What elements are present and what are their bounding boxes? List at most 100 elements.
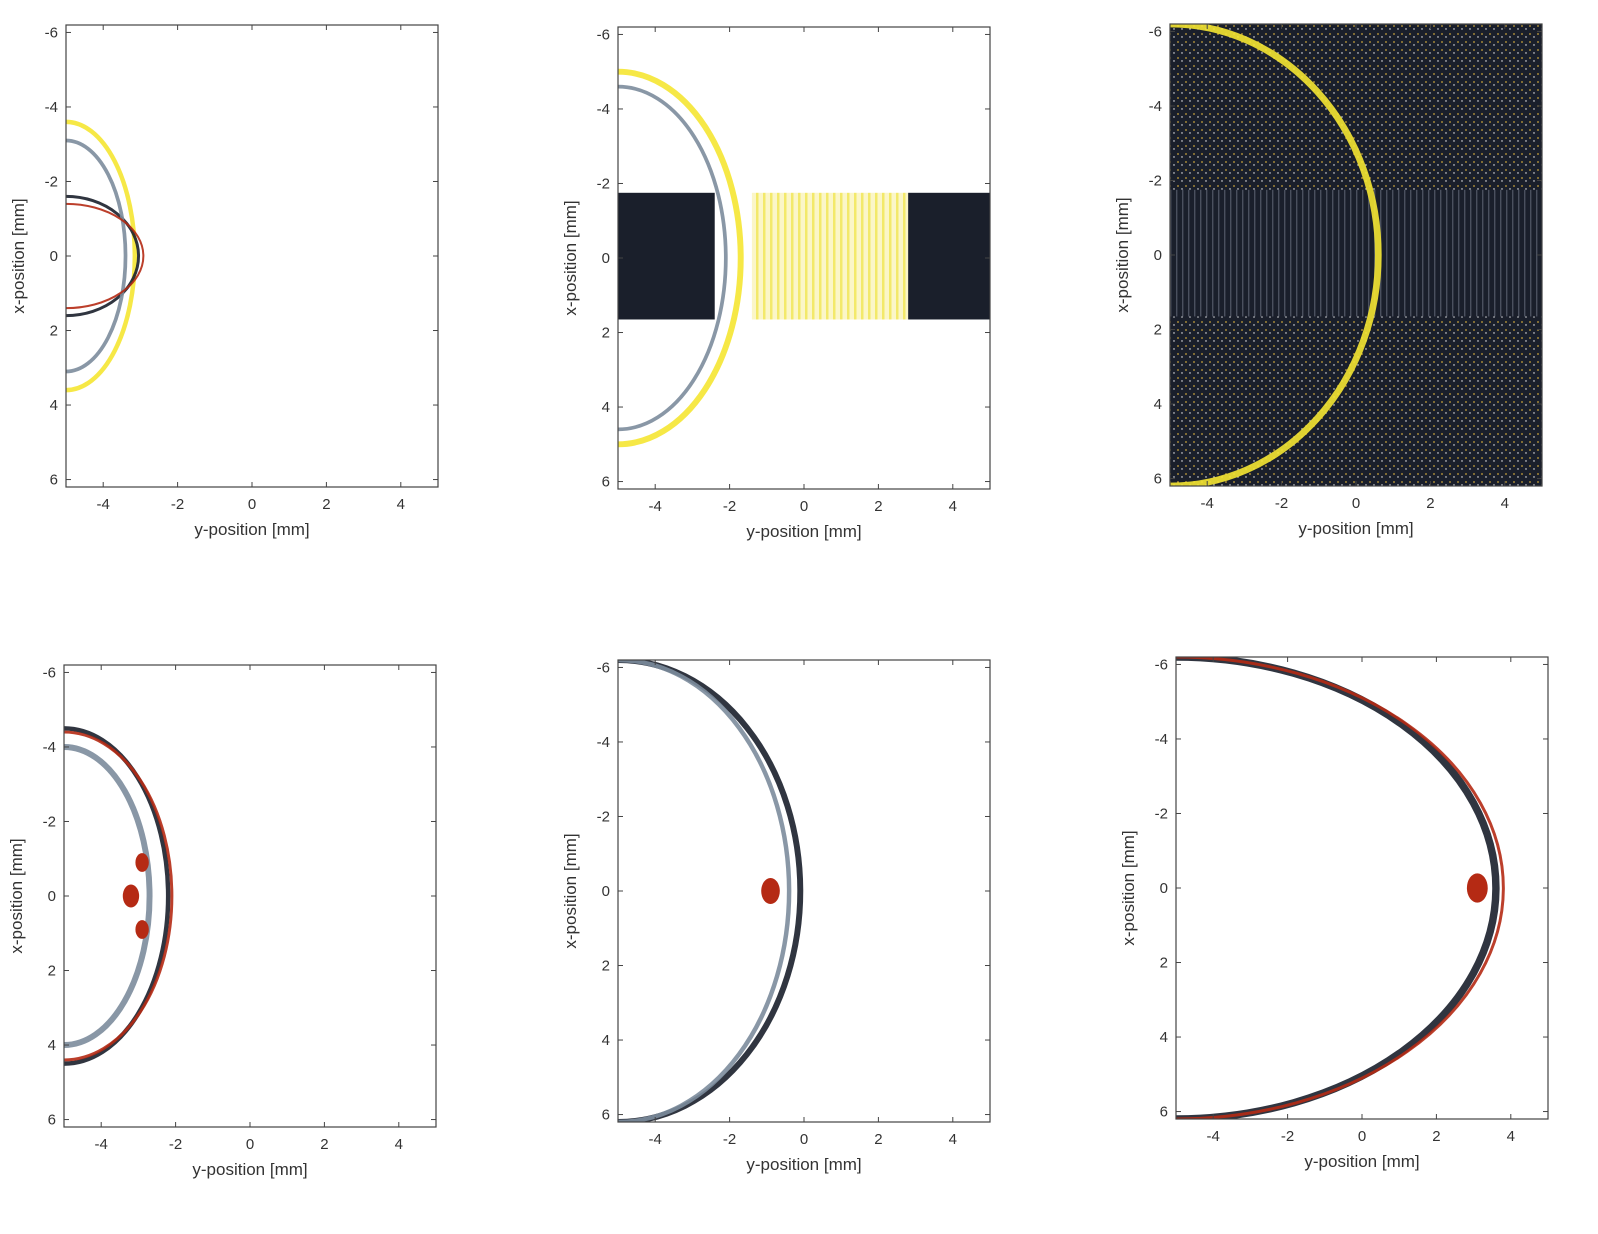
y-tick-label: -4: [1149, 98, 1162, 115]
y-tick-label: -2: [1155, 805, 1168, 822]
y-axis-label: x-position [mm]: [561, 200, 580, 315]
y-tick-label: -4: [45, 99, 58, 116]
y-tick-label: 6: [50, 472, 58, 489]
field-band: [618, 192, 715, 320]
y-tick-label: -6: [1149, 23, 1162, 40]
y-tick-label: 6: [602, 474, 610, 491]
x-tick-label: 4: [397, 496, 405, 513]
wavefront-arc: [66, 119, 138, 393]
x-tick-label: -2: [723, 498, 736, 515]
x-axis-label: y-position [mm]: [1304, 1152, 1419, 1171]
plot-area: [618, 660, 990, 1122]
x-tick-label: 0: [800, 1131, 808, 1148]
plot-background: [66, 25, 438, 487]
x-tick-label: 2: [874, 498, 882, 515]
plot-area: [1170, 24, 1542, 486]
y-tick-label: -6: [597, 659, 610, 676]
y-tick-label: 4: [48, 1037, 56, 1054]
x-tick-label: 2: [874, 1131, 882, 1148]
y-tick-label: 6: [1154, 471, 1162, 488]
y-tick-label: 2: [602, 325, 610, 342]
x-tick-label: -4: [649, 498, 662, 515]
y-tick-label: -2: [45, 173, 58, 190]
y-tick-label: 4: [602, 399, 610, 416]
y-tick-label: 2: [50, 323, 58, 340]
y-tick-label: -6: [597, 26, 610, 43]
wavefront-arc: [64, 730, 174, 1062]
hotspot: [135, 920, 149, 939]
x-tick-label: -4: [97, 496, 110, 513]
x-tick-label: -2: [1281, 1128, 1294, 1145]
field-band: [751, 192, 909, 320]
x-tick-label: -4: [1201, 495, 1214, 512]
y-tick-label: 6: [1160, 1104, 1168, 1121]
panel-top-right: -4 -2 0 2 4 -6 -4 -2 0 2 4 6 y-position [mm] x-positi…: [1113, 23, 1543, 538]
panel-bottom-left: -4 -2 0 2 4 -6 -4 -2 0 2 4 6 y-position [mm] x-positi…: [7, 664, 437, 1179]
y-tick-label: 4: [50, 397, 58, 414]
x-tick-label: 4: [1507, 1128, 1515, 1145]
x-axis-label: y-position [mm]: [746, 1155, 861, 1174]
x-tick-label: 0: [1352, 495, 1360, 512]
y-tick-label: -2: [597, 175, 610, 192]
x-tick-label: -2: [169, 1136, 182, 1153]
plot-background: [618, 660, 990, 1122]
y-tick-label: -4: [1155, 731, 1168, 748]
hotspot: [1466, 873, 1488, 903]
y-tick-label: 6: [602, 1107, 610, 1124]
y-tick-label: 2: [1160, 955, 1168, 972]
wavefront-arc: [1170, 24, 1382, 486]
x-tick-label: 0: [1358, 1128, 1366, 1145]
x-axis-label: y-position [mm]: [746, 522, 861, 541]
x-tick-label: -4: [649, 1131, 662, 1148]
x-tick-label: 0: [248, 496, 256, 513]
y-tick-label: 0: [50, 248, 58, 265]
y-tick-label: 0: [1160, 880, 1168, 897]
x-tick-label: 2: [1426, 495, 1434, 512]
wavefront-arc: [618, 660, 792, 1122]
wavefront-arc: [66, 202, 145, 310]
hotspot: [135, 853, 149, 872]
y-tick-label: 0: [48, 888, 56, 905]
y-tick-label: -2: [1149, 172, 1162, 189]
y-tick-label: 4: [1160, 1029, 1168, 1046]
wavefront-arc: [618, 660, 804, 1122]
y-tick-label: -2: [43, 813, 56, 830]
x-tick-label: -2: [723, 1131, 736, 1148]
wavefront-arc: [64, 743, 153, 1049]
y-tick-label: 0: [602, 883, 610, 900]
x-tick-label: -4: [95, 1136, 108, 1153]
wavefront-arc: [66, 194, 140, 318]
panel-bottom-middle: -4 -2 0 2 4 -6 -4 -2 0 2 4 6 y-position [mm] x-positi…: [561, 659, 991, 1174]
plot-area: [66, 25, 438, 487]
x-axis-label: y-position [mm]: [1298, 519, 1413, 538]
field-band: [908, 192, 990, 320]
y-axis-label: x-position [mm]: [7, 838, 26, 953]
y-tick-label: 2: [602, 958, 610, 975]
field-band: [1170, 189, 1542, 317]
y-tick-label: 6: [48, 1112, 56, 1129]
x-tick-label: 0: [246, 1136, 254, 1153]
hotspot: [761, 877, 780, 905]
y-tick-label: -6: [45, 24, 58, 41]
wavefront-arc: [66, 138, 128, 374]
wavefront-arc: [1176, 657, 1505, 1119]
y-tick-label: -6: [1155, 656, 1168, 673]
wavefront-arc: [618, 68, 744, 448]
y-tick-label: -4: [43, 739, 56, 756]
panel-bottom-right: -4 -2 0 2 4 -6 -4 -2 0 2 4 6 y-position [mm] x-positi…: [1119, 656, 1549, 1171]
x-tick-label: 2: [1432, 1128, 1440, 1145]
y-tick-label: 0: [1154, 247, 1162, 264]
x-tick-label: 4: [395, 1136, 403, 1153]
y-axis-label: x-position [mm]: [9, 198, 28, 313]
y-tick-label: -6: [43, 664, 56, 681]
x-tick-label: 4: [949, 498, 957, 515]
wavefront-arc: [618, 84, 728, 432]
x-tick-label: -4: [1207, 1128, 1220, 1145]
panel-top-middle: -4 -2 0 2 4 -6 -4 -2 0 2 4 6 y-position [mm] x-positi…: [561, 26, 991, 541]
plot-background: [64, 665, 436, 1127]
y-tick-label: 0: [602, 250, 610, 267]
y-axis-label: x-position [mm]: [561, 833, 580, 948]
x-tick-label: 4: [949, 1131, 957, 1148]
plot-area: [1176, 657, 1548, 1119]
